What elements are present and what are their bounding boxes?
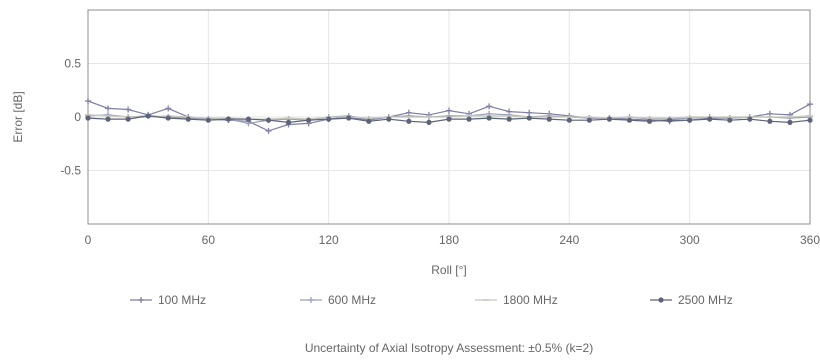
data-point — [486, 115, 492, 121]
data-point — [125, 116, 131, 122]
data-point — [105, 105, 112, 112]
uncertainty-note: Uncertainty of Axial Isotropy Assessment… — [305, 341, 593, 355]
legend-item: 1800 MHz — [475, 293, 558, 307]
data-point — [486, 103, 493, 110]
y-axis-ticks: 0.5 0 -0.5 — [60, 57, 81, 178]
x-axis-ticks: 0 60 120 180 240 300 360 — [85, 233, 820, 247]
legend-marker — [308, 297, 314, 303]
series-layer — [85, 97, 813, 134]
data-point — [546, 116, 552, 122]
data-point — [245, 116, 252, 122]
legend-label: 100 MHz — [158, 293, 206, 307]
data-point — [787, 119, 793, 125]
x-tick-label: 180 — [439, 233, 459, 247]
legend-label: 1800 MHz — [503, 293, 558, 307]
data-point — [405, 112, 412, 119]
data-point — [105, 116, 111, 122]
data-point — [506, 116, 512, 122]
legend-item: 2500 MHz — [650, 293, 733, 307]
legend-marker — [658, 297, 664, 303]
data-point — [626, 117, 633, 123]
data-point — [446, 107, 452, 114]
data-point — [265, 117, 272, 123]
data-point — [446, 116, 452, 122]
y-tick-label: -0.5 — [60, 164, 81, 178]
legend-item: 100 MHz — [130, 293, 206, 307]
legend-label: 600 MHz — [328, 293, 376, 307]
legend-item: 600 MHz — [300, 293, 376, 307]
x-axis-title: Roll [°] — [431, 263, 466, 277]
data-point — [205, 117, 211, 123]
data-point — [326, 116, 332, 122]
data-point — [807, 117, 813, 123]
x-tick-label: 300 — [680, 233, 700, 247]
data-point — [767, 118, 773, 124]
data-point — [386, 116, 392, 122]
data-point — [185, 116, 191, 122]
data-point — [667, 117, 673, 123]
data-point — [125, 106, 132, 113]
legend-label: 2500 MHz — [678, 293, 733, 307]
data-point — [707, 116, 713, 122]
series-3 — [85, 113, 813, 125]
data-point — [346, 115, 352, 121]
x-tick-label: 60 — [202, 233, 216, 247]
data-point — [566, 117, 572, 123]
data-point — [807, 101, 813, 108]
data-point — [646, 118, 653, 124]
legend-marker — [138, 297, 144, 303]
data-point — [366, 118, 372, 124]
data-point — [225, 116, 231, 122]
data-point — [426, 119, 432, 125]
x-tick-label: 0 — [85, 233, 92, 247]
x-tick-label: 240 — [559, 233, 579, 247]
data-point — [285, 119, 292, 125]
data-point — [265, 127, 272, 134]
data-point — [85, 115, 91, 121]
data-point — [747, 116, 753, 122]
data-point — [85, 97, 91, 104]
data-point — [406, 118, 412, 124]
data-point — [727, 117, 733, 123]
x-tick-label: 360 — [800, 233, 820, 247]
data-point — [145, 113, 151, 119]
data-point — [526, 115, 532, 121]
data-point — [606, 116, 613, 122]
y-tick-label: 0.5 — [64, 57, 81, 71]
y-axis-title: Error [dB] — [11, 91, 25, 142]
data-point — [165, 115, 171, 121]
data-point — [466, 116, 472, 122]
legend: 100 MHz 600 MHz 1800 MHz 2500 MHz — [130, 293, 733, 307]
data-point — [687, 117, 693, 123]
data-point — [165, 105, 172, 112]
data-point — [306, 117, 312, 123]
data-point — [586, 117, 592, 123]
y-tick-label: 0 — [74, 110, 81, 124]
x-tick-label: 120 — [319, 233, 339, 247]
